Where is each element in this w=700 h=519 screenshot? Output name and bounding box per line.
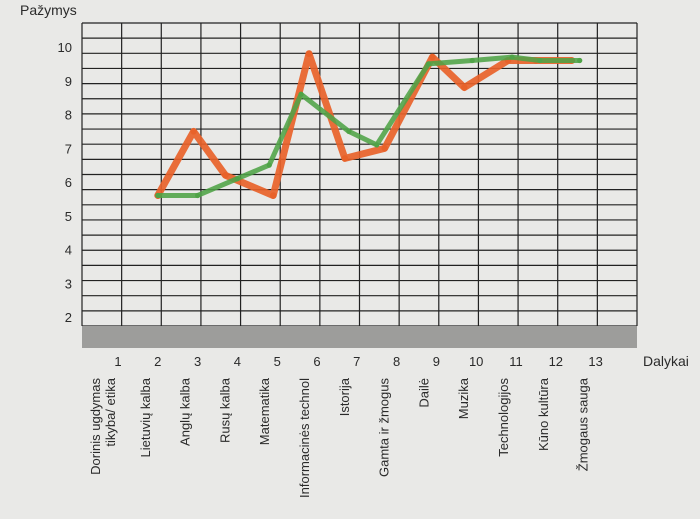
data-point bbox=[155, 192, 161, 199]
x-tick-label: 11 bbox=[509, 354, 523, 369]
data-point bbox=[461, 84, 468, 91]
x-tick-label: 13 bbox=[588, 354, 602, 369]
x-tick-label: 1 bbox=[114, 354, 121, 369]
data-point bbox=[381, 145, 388, 152]
axis-band bbox=[82, 326, 637, 348]
series-lines bbox=[154, 50, 583, 199]
y-tick-label: 3 bbox=[65, 276, 72, 291]
data-point bbox=[341, 155, 349, 162]
data-point bbox=[429, 53, 436, 61]
x-tick-label: 5 bbox=[274, 354, 281, 369]
category-label: Anglų kalba bbox=[178, 377, 193, 446]
data-point bbox=[298, 91, 304, 97]
category-label: Rusų kalba bbox=[217, 377, 232, 443]
series-line-green bbox=[155, 54, 583, 198]
y-tick-label: 2 bbox=[65, 310, 72, 325]
category-label: Matematika bbox=[257, 377, 272, 445]
category-label: Dailė bbox=[416, 378, 431, 408]
data-point bbox=[270, 192, 277, 199]
x-tick-label: 9 bbox=[433, 354, 440, 369]
x-tick-label: 6 bbox=[313, 354, 320, 369]
category-label: Technologijos bbox=[496, 378, 511, 457]
y-axis-label: Pažymys bbox=[20, 2, 77, 18]
category-label: Žmogaus sauga bbox=[576, 377, 591, 471]
data-point bbox=[577, 57, 583, 64]
y-tick-label: 5 bbox=[65, 209, 72, 224]
y-tick-label: 4 bbox=[65, 243, 72, 258]
y-tick-label: 10 bbox=[58, 40, 72, 55]
category-label: Informacinės technol bbox=[297, 378, 312, 498]
data-point bbox=[305, 50, 313, 57]
category-label: Gamta ir žmogus bbox=[377, 378, 392, 477]
category-labels: Dorinis ugdymastikyba/ etika Lietuvių kal… bbox=[88, 377, 591, 498]
x-tick-label: 10 bbox=[469, 354, 483, 369]
x-tick-label: 8 bbox=[393, 354, 400, 369]
data-point bbox=[190, 128, 197, 135]
data-point bbox=[374, 142, 380, 148]
category-label: Kūno kultūra bbox=[536, 377, 551, 451]
data-point bbox=[346, 128, 352, 134]
x-tick-label: 3 bbox=[194, 354, 201, 369]
x-tick-label: 4 bbox=[234, 354, 241, 369]
data-point bbox=[425, 61, 432, 67]
category-label: Istorija bbox=[337, 377, 352, 416]
data-point bbox=[195, 192, 201, 199]
x-axis-label: Dalykai bbox=[643, 353, 689, 369]
data-point bbox=[469, 57, 475, 64]
category-label: Muzika bbox=[456, 377, 471, 419]
x-tick-labels: 1 2 3 4 5 6 7 8 9 10 11 12 13 bbox=[114, 354, 602, 369]
data-point bbox=[222, 172, 229, 179]
y-tick-labels: 2 3 4 5 6 7 8 9 10 bbox=[58, 40, 72, 325]
category-label: Lietuvių kalba bbox=[138, 377, 153, 457]
x-tick-label: 7 bbox=[353, 354, 360, 369]
category-label: Dorinis ugdymastikyba/ etika bbox=[88, 377, 118, 475]
x-tick-label: 12 bbox=[549, 354, 563, 369]
y-tick-label: 9 bbox=[65, 74, 72, 89]
grid bbox=[81, 22, 638, 327]
data-point bbox=[266, 162, 272, 168]
series-line-orange bbox=[154, 50, 576, 199]
y-tick-label: 7 bbox=[65, 141, 72, 156]
x-tick-label: 2 bbox=[154, 354, 161, 369]
data-point bbox=[509, 54, 515, 60]
data-point bbox=[537, 57, 543, 64]
data-point bbox=[234, 176, 240, 182]
y-tick-label: 8 bbox=[65, 108, 72, 123]
y-tick-label: 6 bbox=[65, 175, 72, 190]
